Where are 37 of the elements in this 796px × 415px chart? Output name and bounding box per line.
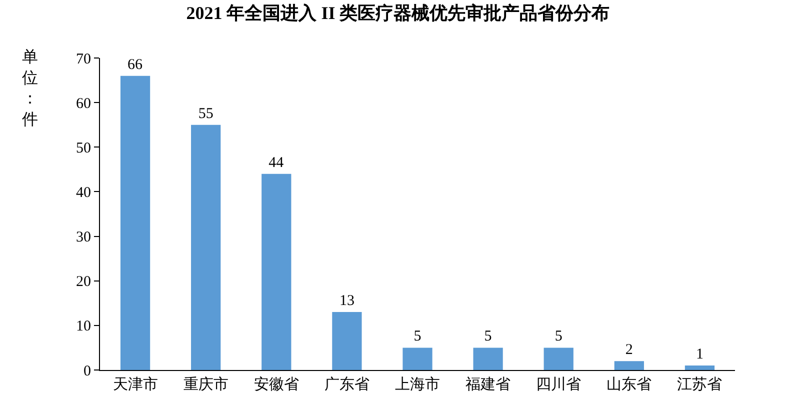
bar [120, 76, 150, 370]
y-tick-label: 60 [76, 96, 91, 112]
bar [332, 312, 362, 370]
chart-title: 2021 年全国进入 II 类医疗器械优先审批产品省份分布 [186, 2, 610, 23]
bar [614, 361, 644, 370]
data-label: 5 [554, 328, 562, 345]
x-tick-label: 福建省 [466, 376, 511, 393]
x-tick-label: 山东省 [606, 376, 652, 393]
x-tick-label: 四川省 [536, 376, 582, 393]
y-tick-label: 40 [76, 184, 91, 201]
x-tick-label: 安徽省 [254, 376, 299, 393]
data-label: 5 [414, 328, 422, 345]
data-label: 2 [625, 342, 633, 358]
bar [544, 348, 574, 370]
x-tick-label: 江苏省 [677, 376, 722, 393]
x-tick-label: 上海市 [395, 376, 440, 393]
bar [191, 124, 221, 370]
y-axis-title: 单位：件 [22, 48, 38, 128]
x-tick-label: 广东省 [324, 376, 370, 393]
y-tick-label: 70 [76, 51, 91, 68]
y-tick-label: 0 [84, 363, 91, 380]
data-label: 1 [696, 346, 704, 363]
y-tick-label: 20 [76, 274, 91, 290]
y-tick-label: 10 [76, 318, 91, 335]
y-tick-label: 50 [76, 140, 91, 156]
x-tick-label: 重庆市 [183, 376, 228, 393]
bar [262, 174, 292, 370]
data-label: 13 [339, 293, 354, 310]
y-tick-label: 30 [76, 230, 91, 246]
bar [684, 366, 715, 370]
data-label: 55 [198, 106, 214, 122]
data-label: 5 [484, 328, 492, 345]
bar [473, 348, 503, 370]
x-tick-label: 天津市 [112, 376, 158, 393]
bar [402, 348, 432, 370]
data-label: 44 [268, 154, 284, 171]
data-label: 66 [128, 56, 144, 73]
